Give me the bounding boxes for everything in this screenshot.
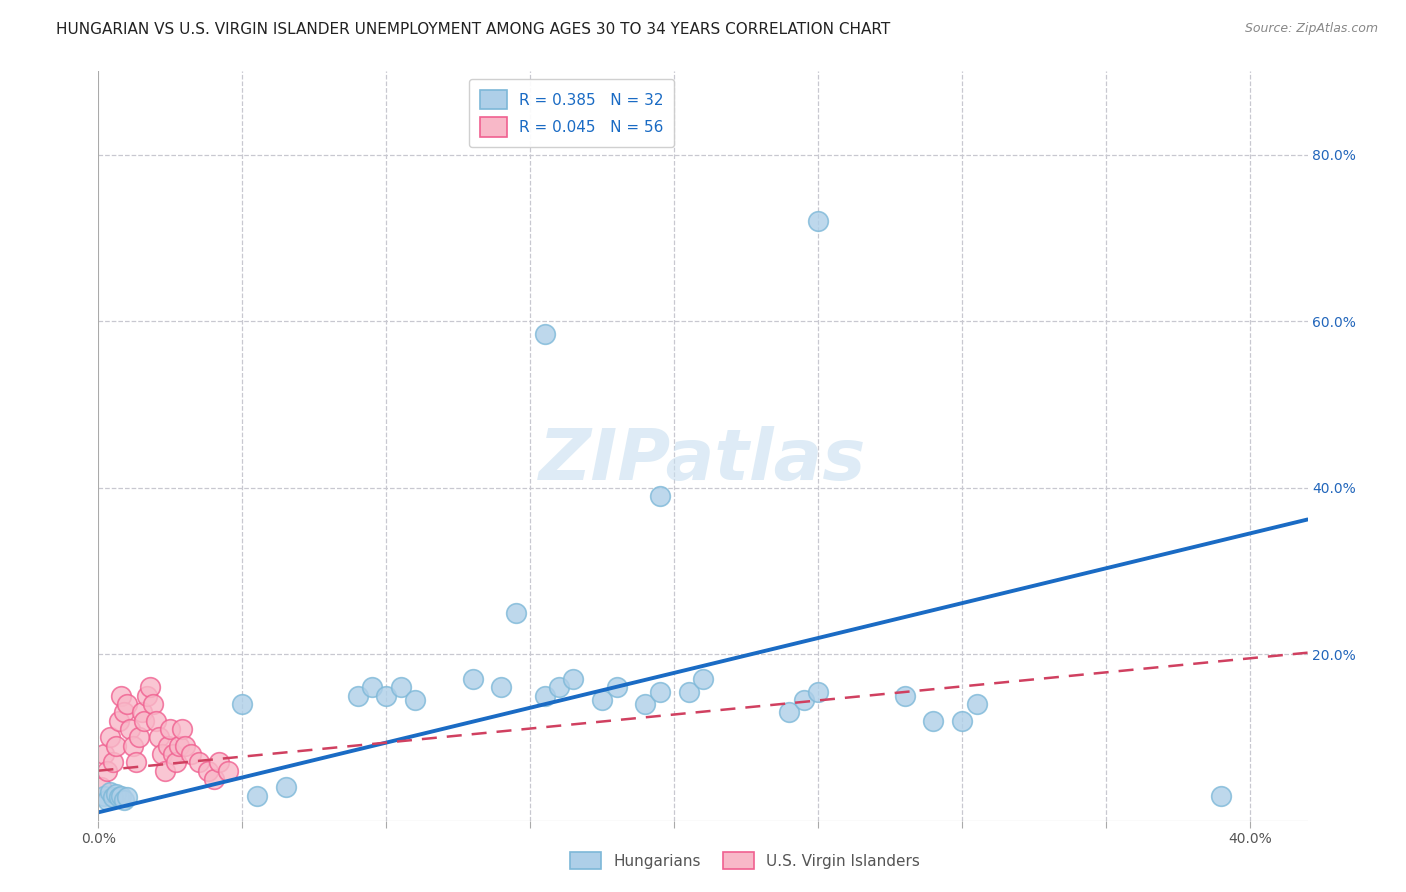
Point bbox=[156, 739, 179, 753]
Point bbox=[361, 681, 384, 695]
Point bbox=[634, 697, 657, 711]
Point bbox=[131, 706, 153, 720]
Point bbox=[115, 697, 138, 711]
Point bbox=[153, 764, 176, 778]
Point bbox=[231, 697, 253, 711]
Point bbox=[96, 764, 118, 778]
Point bbox=[180, 747, 202, 761]
Point bbox=[139, 681, 162, 695]
Point bbox=[110, 789, 132, 803]
Point bbox=[807, 214, 830, 228]
Point bbox=[165, 756, 187, 770]
Point bbox=[167, 739, 190, 753]
Point bbox=[202, 772, 225, 786]
Point bbox=[170, 722, 193, 736]
Point bbox=[96, 793, 118, 807]
Point bbox=[145, 714, 167, 728]
Point bbox=[807, 684, 830, 698]
Point bbox=[112, 706, 135, 720]
Point bbox=[793, 693, 815, 707]
Legend: Hungarians, U.S. Virgin Islanders: Hungarians, U.S. Virgin Islanders bbox=[564, 846, 927, 875]
Point bbox=[922, 714, 945, 728]
Point bbox=[101, 790, 124, 805]
Point bbox=[142, 697, 165, 711]
Point bbox=[389, 681, 412, 695]
Point bbox=[197, 764, 219, 778]
Point bbox=[162, 747, 184, 761]
Point bbox=[692, 672, 714, 686]
Point bbox=[104, 787, 127, 801]
Point bbox=[375, 689, 398, 703]
Point bbox=[173, 739, 195, 753]
Point bbox=[505, 606, 527, 620]
Legend: R = 0.385   N = 32, R = 0.045   N = 56: R = 0.385 N = 32, R = 0.045 N = 56 bbox=[468, 79, 675, 147]
Point bbox=[491, 681, 513, 695]
Point bbox=[115, 790, 138, 805]
Point bbox=[346, 689, 368, 703]
Text: HUNGARIAN VS U.S. VIRGIN ISLANDER UNEMPLOYMENT AMONG AGES 30 TO 34 YEARS CORRELA: HUNGARIAN VS U.S. VIRGIN ISLANDER UNEMPL… bbox=[56, 22, 890, 37]
Point bbox=[966, 697, 988, 711]
Point bbox=[606, 681, 628, 695]
Point bbox=[134, 714, 156, 728]
Point bbox=[950, 714, 973, 728]
Point bbox=[93, 747, 115, 761]
Point bbox=[188, 756, 211, 770]
Point bbox=[533, 689, 555, 703]
Point bbox=[150, 747, 173, 761]
Point bbox=[125, 756, 148, 770]
Point bbox=[120, 722, 142, 736]
Point bbox=[562, 672, 585, 686]
Point bbox=[93, 789, 115, 803]
Point bbox=[122, 739, 145, 753]
Point bbox=[591, 693, 613, 707]
Point bbox=[107, 790, 129, 805]
Text: ZIPatlas: ZIPatlas bbox=[540, 426, 866, 495]
Point bbox=[101, 756, 124, 770]
Point bbox=[246, 789, 269, 803]
Point bbox=[404, 693, 426, 707]
Point bbox=[208, 756, 231, 770]
Point bbox=[128, 731, 150, 745]
Point bbox=[90, 780, 112, 795]
Point bbox=[98, 731, 121, 745]
Point bbox=[274, 780, 297, 795]
Point bbox=[136, 689, 159, 703]
Point bbox=[893, 689, 915, 703]
Point bbox=[778, 706, 800, 720]
Text: Source: ZipAtlas.com: Source: ZipAtlas.com bbox=[1244, 22, 1378, 36]
Point bbox=[159, 722, 181, 736]
Point bbox=[533, 326, 555, 341]
Point bbox=[98, 784, 121, 798]
Point bbox=[678, 684, 700, 698]
Point bbox=[148, 731, 170, 745]
Point bbox=[461, 672, 484, 686]
Point bbox=[104, 739, 127, 753]
Point bbox=[648, 489, 671, 503]
Point bbox=[548, 681, 571, 695]
Point bbox=[1211, 789, 1233, 803]
Point bbox=[112, 793, 135, 807]
Point bbox=[107, 714, 129, 728]
Point bbox=[648, 684, 671, 698]
Point bbox=[110, 689, 132, 703]
Point bbox=[217, 764, 239, 778]
